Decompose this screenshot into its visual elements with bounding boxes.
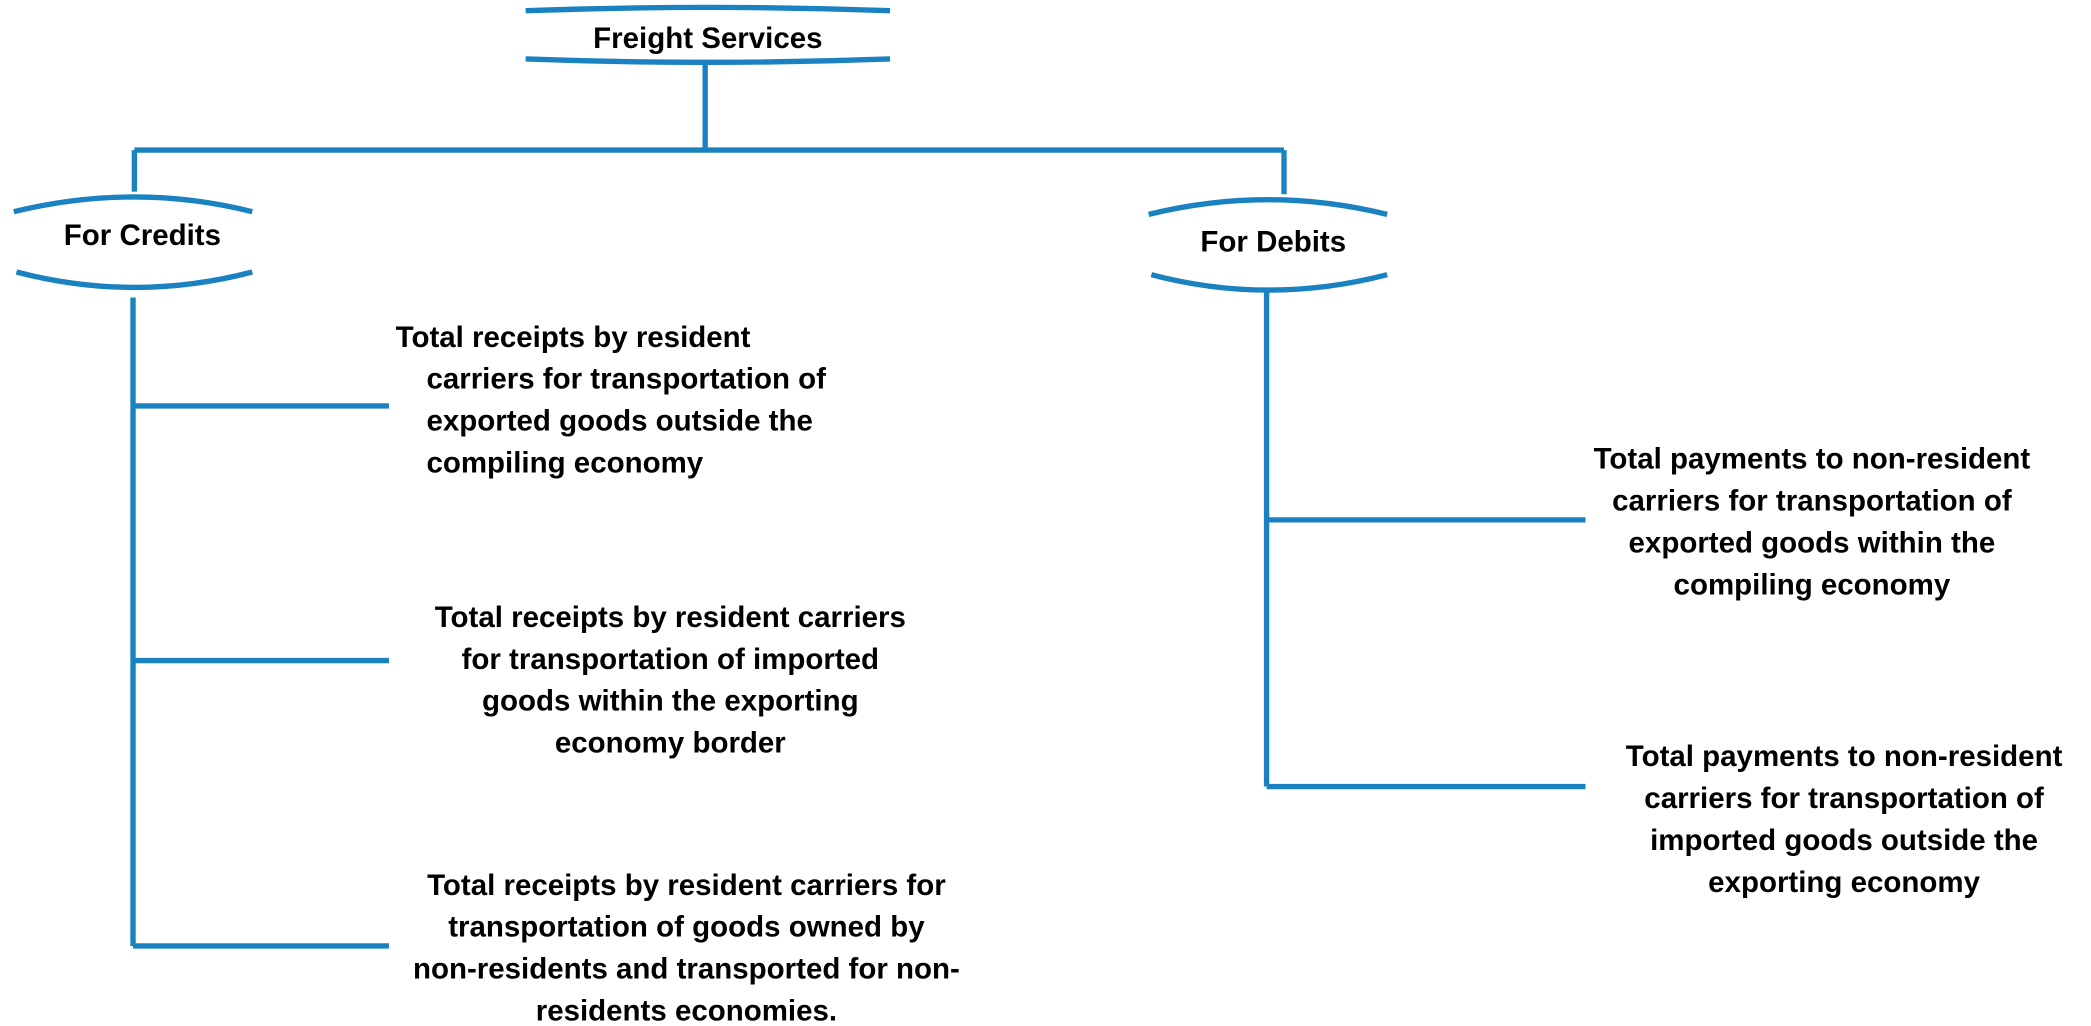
root-links (131, 64, 1287, 195)
root-label: Freight Services (593, 22, 822, 55)
credits-links (130, 297, 389, 949)
root-bottom (525, 56, 891, 65)
item-text-line: compiling economy (426, 447, 703, 480)
item-text-line: imported goods outside the (1650, 824, 2038, 857)
item-text-line: carriers for transportation of (1644, 782, 2044, 815)
item-text-line: Total receipts by resident carriers (435, 601, 906, 634)
debits-shape (1148, 196, 1388, 293)
branch-label: For Debits (1200, 226, 1346, 259)
connectors (13, 4, 1586, 949)
item-text-line: transportation of goods owned by (448, 911, 925, 944)
item-text-line: Total receipts by resident carriers for (427, 869, 946, 902)
item-text-line: carriers for transportation of (426, 363, 826, 396)
item-text-line: compiling economy (1674, 569, 1951, 602)
item-text-line: for transportation of imported (462, 643, 879, 676)
item-text-line: carriers for transportation of (1612, 485, 2012, 518)
item-text-line: economy border (555, 727, 786, 760)
item-text-line: exporting economy (1708, 866, 1980, 899)
item-text-line: exported goods within the (1629, 527, 1996, 560)
item-text-line: exported goods outside the (426, 405, 812, 438)
item-text-line: Total payments to non-resident (1626, 740, 2063, 773)
branch-label: For Credits (64, 219, 221, 252)
item-text-line: Total payments to non-resident (1594, 443, 2031, 476)
credits-shape (13, 194, 253, 291)
root-top (525, 4, 891, 14)
debits-links (1263, 292, 1586, 790)
item-text-line: residents economies. (536, 995, 837, 1021)
item-text-line: non-residents and transported for non- (413, 953, 960, 986)
item-text-line: Total receipts by resident (396, 321, 751, 354)
item-text-line: goods within the exporting (482, 685, 859, 718)
